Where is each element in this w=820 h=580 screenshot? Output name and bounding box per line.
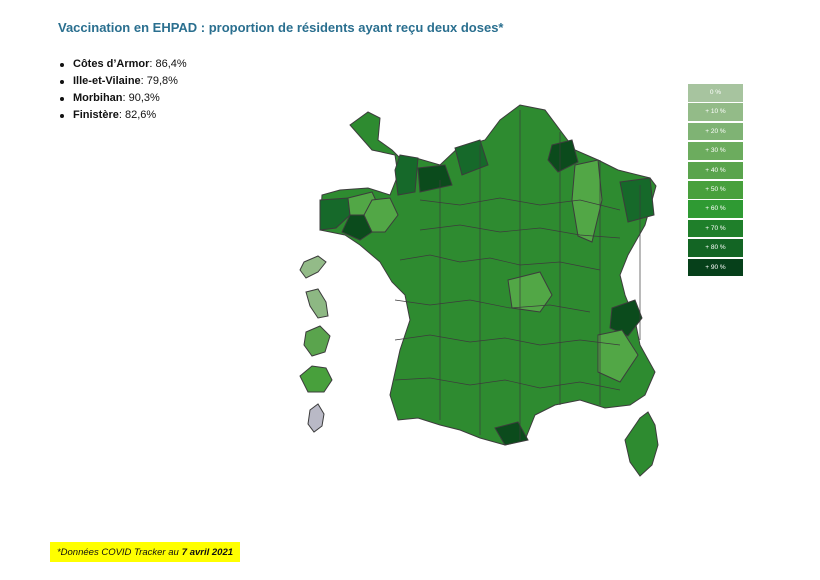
manche-area [394, 154, 419, 196]
reunion-region [299, 365, 333, 393]
stat-name: Ille-et-Vilaine [73, 75, 141, 87]
guadeloupe-region [299, 255, 327, 279]
finistere-area [319, 197, 351, 231]
stat-item-ille-et-vilaine: Ille-et-Vilaine : 79,8% [60, 73, 187, 90]
page-title: Vaccination en EHPAD : proportion de rés… [58, 20, 504, 35]
bullet-icon [60, 96, 64, 101]
bullet-icon [60, 79, 64, 84]
legend-item: 0 % [688, 84, 743, 102]
legend-item: + 90 % [688, 258, 743, 277]
center-light-area [507, 271, 553, 313]
legend-item: + 80 % [688, 239, 743, 257]
stat-name: Finistère [73, 109, 119, 121]
legend-item: + 30 % [688, 142, 743, 160]
calvados-area [417, 164, 453, 193]
stat-value: : 79,8% [140, 75, 178, 87]
footnote-date: 7 avril 2021 [181, 546, 234, 558]
guyane-region [303, 325, 331, 357]
stat-item-morbihan: Morbihan : 90,3% [60, 90, 187, 107]
footnote-text: *Données COVID Tracker au [56, 546, 179, 558]
legend-item: + 50 % [688, 180, 743, 199]
source-footnote: *Données COVID Tracker au 7 avril 2021 [50, 542, 240, 562]
legend-item: + 60 % [688, 200, 743, 218]
mayotte-region [307, 403, 325, 433]
stat-item-finistere: Finistère : 82,6% [60, 107, 187, 124]
stat-item-cotes-darmor: Côtes d’Armor : 86,4% [60, 56, 187, 73]
bullet-icon [60, 113, 64, 118]
ille-et-vilaine-area [363, 197, 399, 233]
stat-name: Morbihan [73, 92, 123, 104]
isere-area [609, 299, 643, 337]
morbihan-area [341, 214, 373, 241]
france-choropleth-map [299, 104, 659, 477]
legend-item: + 10 % [688, 103, 743, 121]
stat-value: : 90,3% [122, 92, 160, 104]
color-legend: 0 % + 10 % + 20 % + 30 % + 40 % + 50 % +… [688, 84, 743, 278]
mainland-france-region [319, 104, 657, 446]
bullet-icon [60, 62, 64, 67]
east-light-area [571, 159, 603, 243]
pas-de-calais-area [547, 139, 579, 173]
alps-light-area [597, 329, 639, 383]
department-stats-list: Côtes d’Armor : 86,4% Ille-et-Vilaine : … [60, 56, 187, 124]
legend-item: + 40 % [688, 161, 743, 180]
stat-value: : 86,4% [149, 58, 187, 70]
legend-item: + 70 % [688, 219, 743, 238]
stat-value: : 82,6% [118, 109, 157, 121]
legend-item: + 20 % [688, 122, 743, 141]
nord-area [619, 177, 655, 223]
department-borders [394, 110, 641, 440]
stat-name: Côtes d’Armor [73, 58, 150, 70]
martinique-region [305, 288, 329, 319]
corse-region [624, 411, 659, 477]
